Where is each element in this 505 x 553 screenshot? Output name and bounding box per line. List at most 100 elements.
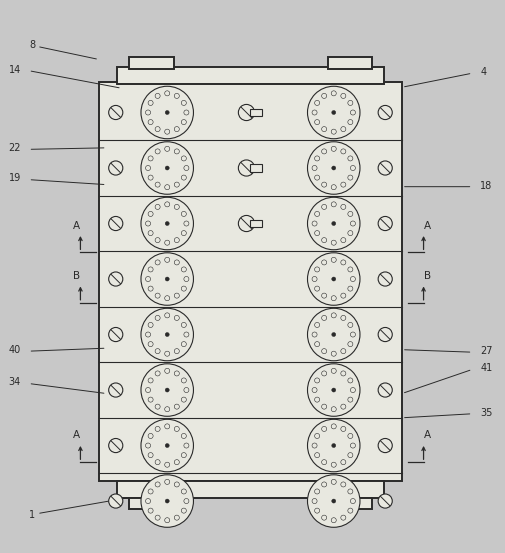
Circle shape	[377, 272, 391, 286]
Circle shape	[174, 127, 179, 132]
Circle shape	[331, 313, 336, 318]
Circle shape	[331, 479, 336, 484]
Circle shape	[181, 378, 186, 383]
Circle shape	[183, 498, 188, 504]
Circle shape	[307, 475, 359, 528]
Circle shape	[164, 257, 169, 262]
Circle shape	[314, 322, 319, 327]
Circle shape	[181, 452, 186, 458]
Text: B: B	[423, 271, 430, 281]
Circle shape	[174, 260, 179, 265]
Circle shape	[347, 452, 352, 458]
Circle shape	[155, 482, 160, 487]
Circle shape	[349, 443, 355, 448]
Text: A: A	[423, 221, 430, 231]
Circle shape	[155, 127, 160, 132]
Circle shape	[347, 508, 352, 513]
Circle shape	[331, 351, 336, 356]
Circle shape	[377, 106, 391, 119]
Circle shape	[165, 444, 169, 447]
Circle shape	[331, 518, 336, 523]
Circle shape	[331, 388, 335, 392]
Circle shape	[148, 211, 153, 216]
Circle shape	[331, 499, 335, 503]
Bar	[117, 481, 383, 498]
Circle shape	[183, 388, 188, 393]
Circle shape	[321, 205, 326, 210]
Circle shape	[314, 101, 319, 106]
Circle shape	[347, 342, 352, 347]
Circle shape	[312, 165, 317, 170]
Circle shape	[307, 86, 359, 139]
Circle shape	[331, 257, 336, 262]
Circle shape	[165, 166, 169, 170]
Circle shape	[145, 276, 150, 281]
Circle shape	[165, 111, 169, 114]
Circle shape	[349, 332, 355, 337]
Circle shape	[155, 149, 160, 154]
Text: 14: 14	[9, 65, 21, 75]
Circle shape	[148, 286, 153, 291]
Circle shape	[174, 460, 179, 465]
Circle shape	[164, 129, 169, 134]
Circle shape	[340, 127, 345, 132]
Circle shape	[164, 518, 169, 523]
Circle shape	[109, 494, 123, 508]
Text: 19: 19	[9, 173, 21, 183]
Circle shape	[238, 105, 254, 121]
Circle shape	[141, 253, 193, 305]
Circle shape	[349, 388, 355, 393]
Circle shape	[377, 383, 391, 397]
Circle shape	[321, 482, 326, 487]
Circle shape	[141, 197, 193, 250]
Circle shape	[165, 388, 169, 392]
Circle shape	[331, 240, 336, 245]
Circle shape	[174, 149, 179, 154]
Circle shape	[321, 348, 326, 354]
Circle shape	[340, 482, 345, 487]
Circle shape	[181, 101, 186, 106]
Circle shape	[174, 93, 179, 98]
Bar	[129, 498, 173, 509]
Circle shape	[109, 161, 123, 175]
Circle shape	[155, 515, 160, 520]
Circle shape	[181, 231, 186, 236]
Circle shape	[181, 322, 186, 327]
Circle shape	[331, 129, 336, 134]
Circle shape	[331, 166, 335, 170]
Circle shape	[148, 508, 153, 513]
Text: A: A	[73, 221, 80, 231]
Circle shape	[109, 216, 123, 231]
Circle shape	[314, 452, 319, 458]
Circle shape	[109, 327, 123, 342]
Circle shape	[183, 110, 188, 115]
Bar	[99, 82, 401, 481]
Circle shape	[347, 286, 352, 291]
Circle shape	[164, 202, 169, 207]
Circle shape	[307, 197, 359, 250]
Circle shape	[331, 296, 336, 301]
Circle shape	[164, 424, 169, 429]
Circle shape	[174, 482, 179, 487]
Circle shape	[148, 434, 153, 439]
Circle shape	[141, 475, 193, 528]
Circle shape	[347, 231, 352, 236]
Circle shape	[314, 119, 319, 124]
Circle shape	[349, 276, 355, 281]
Circle shape	[340, 515, 345, 520]
Circle shape	[321, 404, 326, 409]
Circle shape	[331, 185, 336, 190]
Text: 4: 4	[479, 67, 485, 77]
Circle shape	[148, 156, 153, 161]
Circle shape	[183, 443, 188, 448]
Bar	[250, 109, 261, 116]
Circle shape	[141, 364, 193, 416]
Circle shape	[307, 308, 359, 361]
Circle shape	[347, 119, 352, 124]
Text: 34: 34	[9, 378, 21, 388]
Circle shape	[109, 272, 123, 286]
Circle shape	[331, 332, 335, 337]
Circle shape	[321, 460, 326, 465]
Circle shape	[321, 515, 326, 520]
Circle shape	[331, 202, 336, 207]
